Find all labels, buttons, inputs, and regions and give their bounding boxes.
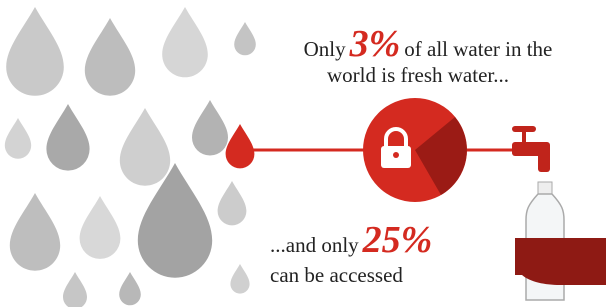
red-drop: [226, 124, 255, 168]
drop: [5, 118, 31, 159]
drop: [120, 108, 170, 186]
drop: [10, 193, 60, 271]
drop: [119, 272, 141, 305]
headline-lead: Only: [304, 37, 347, 61]
drop: [63, 272, 87, 307]
subline-line1: ...and only 25%: [270, 219, 432, 261]
subline-figure: 25%: [362, 219, 433, 261]
infographic: Only 3% of all water in the world is fre…: [0, 0, 606, 307]
headline-line1: Only 3% of all water in the: [304, 23, 553, 65]
drop: [192, 100, 228, 156]
hand-sleeve: [515, 238, 606, 285]
drop: [85, 18, 135, 96]
headline-line2: world is fresh water...: [327, 63, 509, 87]
drop: [46, 104, 89, 171]
drop: [218, 181, 247, 225]
drop: [80, 196, 121, 259]
drop: [162, 7, 208, 77]
faucet: [512, 126, 550, 172]
subline-lead: ...and only: [270, 233, 359, 257]
grey-drops: [5, 7, 256, 307]
headline-figure: 3%: [349, 23, 401, 65]
subline-line2: can be accessed: [270, 263, 403, 287]
drop: [230, 264, 249, 294]
drop: [6, 7, 64, 96]
headline-rest: of all water in the: [404, 37, 552, 61]
drop: [234, 22, 256, 55]
